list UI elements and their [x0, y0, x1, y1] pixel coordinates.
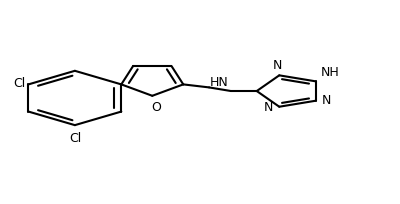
Text: NH: NH	[320, 66, 339, 79]
Text: N: N	[322, 94, 331, 107]
Text: N: N	[272, 59, 282, 72]
Text: Cl: Cl	[13, 77, 25, 90]
Text: HN: HN	[210, 76, 229, 89]
Text: Cl: Cl	[69, 132, 81, 145]
Text: O: O	[151, 101, 161, 114]
Text: N: N	[264, 101, 273, 114]
